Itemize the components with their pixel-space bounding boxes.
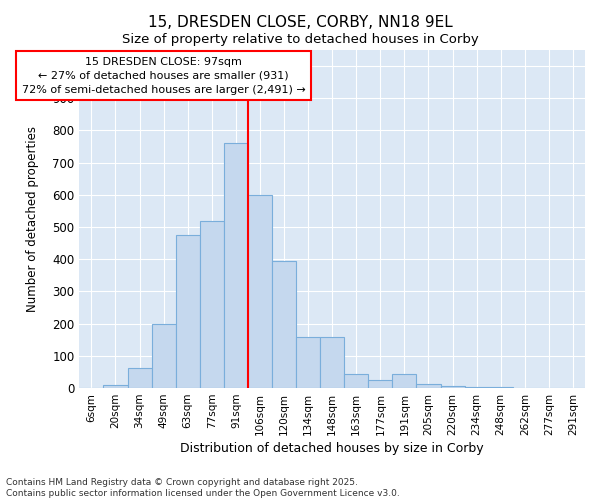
Bar xyxy=(368,380,392,388)
Bar xyxy=(128,368,152,388)
Bar xyxy=(152,324,176,388)
X-axis label: Distribution of detached houses by size in Corby: Distribution of detached houses by size … xyxy=(181,442,484,455)
Bar xyxy=(248,195,272,388)
Bar xyxy=(464,387,488,388)
Text: Contains HM Land Registry data © Crown copyright and database right 2025.
Contai: Contains HM Land Registry data © Crown c… xyxy=(6,478,400,498)
Bar xyxy=(296,336,320,388)
Text: 15, DRESDEN CLOSE, CORBY, NN18 9EL: 15, DRESDEN CLOSE, CORBY, NN18 9EL xyxy=(148,15,452,30)
Bar xyxy=(224,144,248,388)
Bar xyxy=(344,374,368,388)
Bar xyxy=(272,261,296,388)
Bar xyxy=(392,374,416,388)
Bar xyxy=(320,336,344,388)
Bar xyxy=(440,386,464,388)
Bar xyxy=(103,385,128,388)
Bar xyxy=(200,220,224,388)
Y-axis label: Number of detached properties: Number of detached properties xyxy=(26,126,40,312)
Bar xyxy=(176,235,200,388)
Text: 15 DRESDEN CLOSE: 97sqm
← 27% of detached houses are smaller (931)
72% of semi-d: 15 DRESDEN CLOSE: 97sqm ← 27% of detache… xyxy=(22,57,305,95)
Bar xyxy=(416,384,440,388)
Text: Size of property relative to detached houses in Corby: Size of property relative to detached ho… xyxy=(122,32,478,46)
